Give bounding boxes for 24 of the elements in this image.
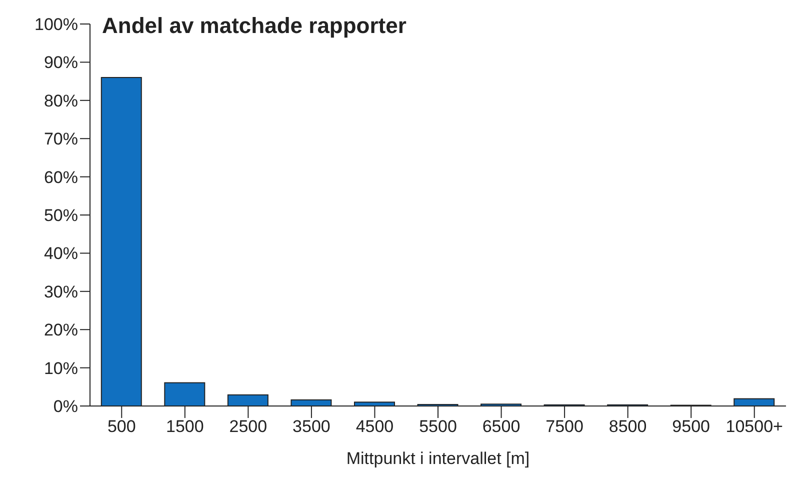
y-tick-label: 70% [44, 130, 78, 149]
y-tick-label: 30% [44, 282, 78, 302]
y-tick-label: 50% [44, 206, 78, 226]
y-tick-label: 10% [44, 358, 78, 378]
x-tick-label: 2500 [229, 417, 268, 436]
x-tick-label: 3500 [292, 417, 330, 436]
y-tick-label: 90% [44, 53, 78, 72]
x-tick-label: 9500 [672, 417, 710, 436]
x-tick-label: 500 [107, 417, 136, 436]
x-tick-label: 1500 [166, 417, 204, 436]
x-tick-label: 5500 [419, 417, 457, 436]
x-tick-label: 6500 [482, 417, 520, 436]
x-tick-label: 7500 [546, 417, 584, 436]
y-tick-label: 0% [53, 397, 78, 416]
x-tick-label: 4500 [356, 417, 394, 436]
y-tick-label: 80% [44, 91, 78, 110]
x-tick-label: 8500 [608, 417, 647, 436]
y-tick-label: 20% [44, 320, 78, 340]
chart-title: Andel av matchade rapporter [102, 13, 406, 39]
x-tick-label: 10500+ [726, 417, 784, 436]
x-axis-title: Mittpunkt i intervallet [m] [346, 449, 530, 468]
y-tick-label: 60% [44, 168, 78, 187]
y-tick-label: 100% [34, 15, 78, 34]
y-tick-label: 40% [44, 244, 78, 264]
